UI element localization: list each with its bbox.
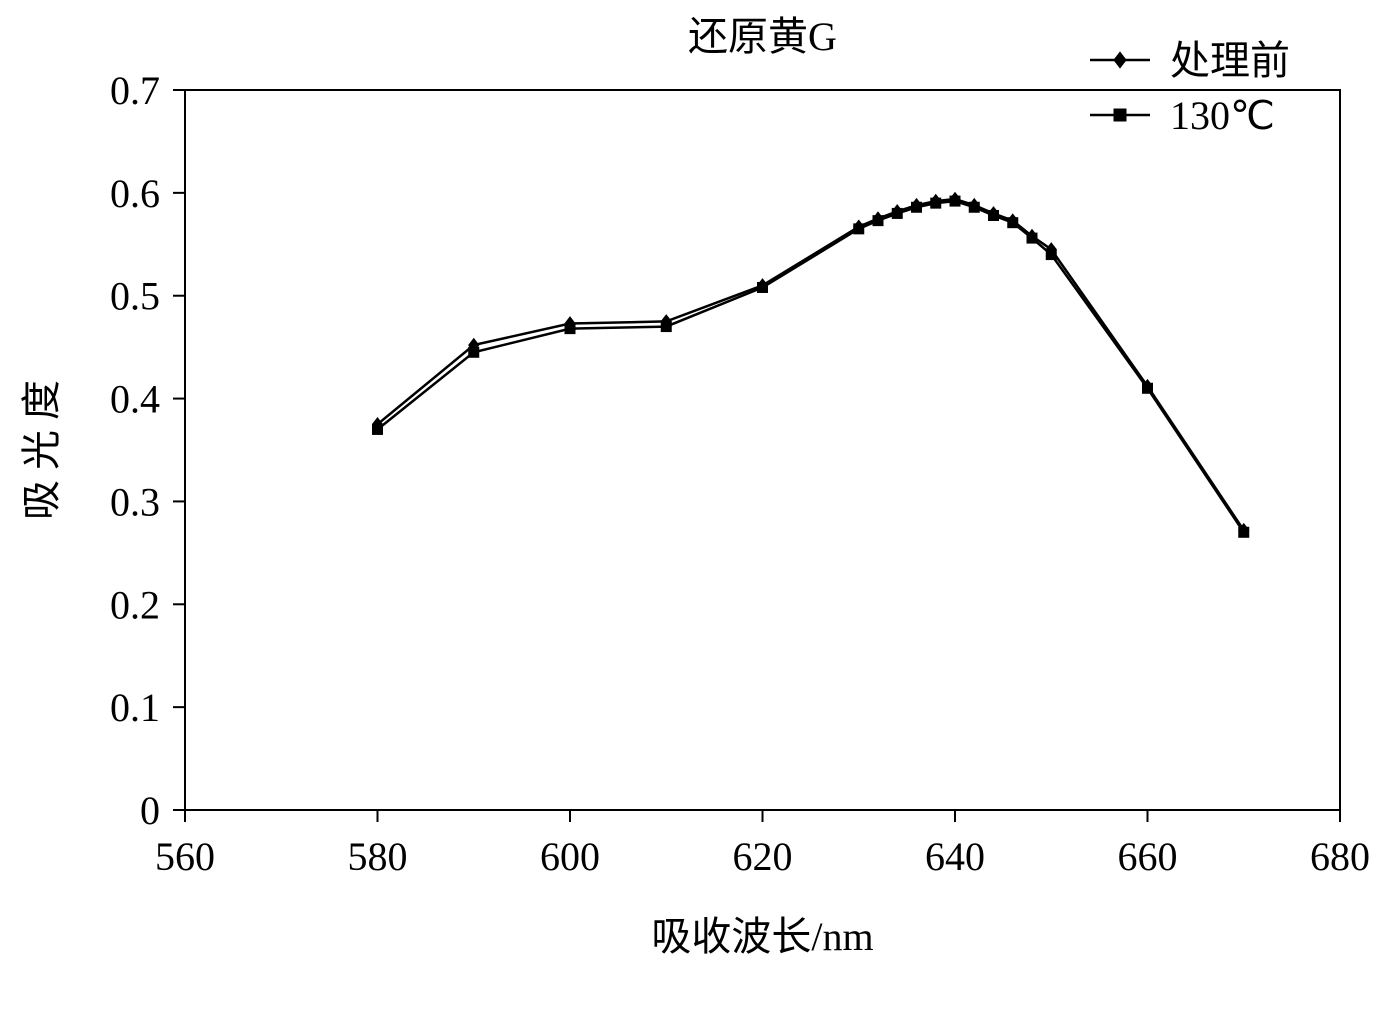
x-tick-label: 660: [1118, 834, 1178, 879]
square-marker: [1027, 233, 1037, 243]
square-marker: [469, 347, 479, 357]
y-tick-label: 0.7: [110, 68, 160, 113]
square-marker: [1239, 527, 1249, 537]
square-marker: [373, 424, 383, 434]
y-tick-label: 0: [140, 788, 160, 833]
x-tick-label: 560: [155, 834, 215, 879]
square-marker: [969, 202, 979, 212]
y-tick-label: 0.1: [110, 685, 160, 730]
square-marker: [989, 210, 999, 220]
chart-title: 还原黄G: [688, 14, 837, 59]
square-marker: [950, 196, 960, 206]
square-marker: [892, 208, 902, 218]
x-tick-label: 680: [1310, 834, 1370, 879]
line-chart-svg: 还原黄G 560 580 600 620 640 660 680 0 0.1 0.2 0.3 0.4 0.…: [0, 0, 1381, 1029]
y-tick-label: 0.6: [110, 171, 160, 216]
legend-label: 处理前: [1170, 38, 1290, 83]
square-marker: [1143, 383, 1153, 393]
square-marker: [565, 324, 575, 334]
y-tick-label: 0.5: [110, 274, 160, 319]
series-line: [378, 199, 1244, 530]
x-tick-label: 600: [540, 834, 600, 879]
x-axis-label: 吸收波长/nm: [651, 914, 873, 959]
y-tick-label: 0.3: [110, 479, 160, 524]
square-marker: [912, 202, 922, 212]
square-marker: [854, 224, 864, 234]
square-marker: [1008, 218, 1018, 228]
chart-container: 还原黄G 560 580 600 620 640 660 680 0 0.1 0.2 0.3 0.4 0.…: [0, 0, 1381, 1029]
y-tick-label: 0.2: [110, 582, 160, 627]
series-line: [378, 201, 1244, 532]
square-marker: [1046, 250, 1056, 260]
legend-label: 130℃: [1170, 93, 1275, 138]
plot-border: [185, 90, 1340, 810]
x-tick-label: 640: [925, 834, 985, 879]
square-marker: [758, 282, 768, 292]
square-marker: [931, 198, 941, 208]
diamond-marker: [1114, 52, 1126, 68]
square-marker: [661, 322, 671, 332]
y-tick-label: 0.4: [110, 377, 160, 422]
y-axis-label: 吸 光 度: [19, 380, 64, 520]
square-marker: [1114, 109, 1126, 121]
square-marker: [873, 216, 883, 226]
x-tick-label: 620: [733, 834, 793, 879]
x-tick-label: 580: [348, 834, 408, 879]
